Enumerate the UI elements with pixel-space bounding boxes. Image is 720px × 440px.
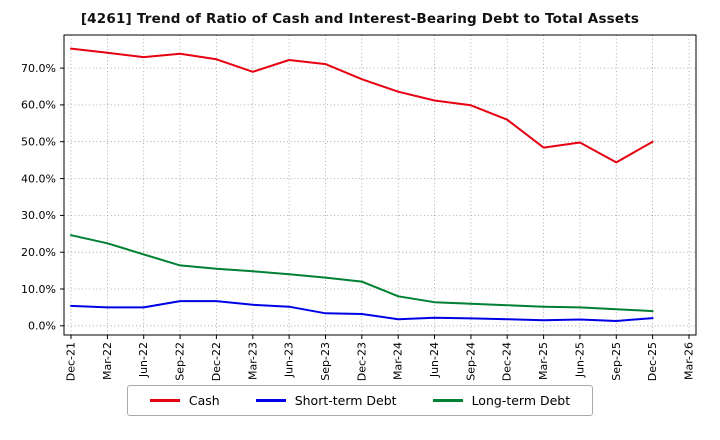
svg-text:50.0%: 50.0% (21, 136, 56, 149)
svg-text:0.0%: 0.0% (28, 320, 56, 333)
svg-text:Dec-23: Dec-23 (355, 342, 368, 381)
svg-text:Mar-26: Mar-26 (683, 342, 696, 380)
svg-text:Mar-25: Mar-25 (537, 342, 550, 380)
legend-line-long-term-debt-icon (432, 399, 463, 402)
legend-item-cash: Cash (149, 393, 220, 408)
svg-text:Dec-24: Dec-24 (501, 342, 514, 381)
legend-line-short-term-debt-icon (255, 399, 286, 402)
svg-text:10.0%: 10.0% (21, 283, 56, 296)
legend: Cash Short-term Debt Long-term Debt (0, 385, 720, 416)
svg-text:Sep-25: Sep-25 (610, 342, 623, 381)
legend-line-cash-icon (149, 399, 180, 402)
svg-text:30.0%: 30.0% (21, 209, 56, 222)
svg-text:Mar-23: Mar-23 (246, 342, 259, 380)
svg-text:Jun-24: Jun-24 (428, 342, 441, 378)
svg-text:Sep-22: Sep-22 (174, 342, 187, 381)
svg-text:Jun-23: Jun-23 (283, 342, 296, 378)
svg-text:Jun-22: Jun-22 (137, 342, 150, 378)
svg-text:40.0%: 40.0% (21, 172, 56, 185)
legend-box: Cash Short-term Debt Long-term Debt (126, 385, 594, 416)
svg-text:Dec-21: Dec-21 (65, 342, 78, 381)
svg-text:Mar-22: Mar-22 (101, 342, 114, 380)
svg-text:Dec-22: Dec-22 (210, 342, 223, 381)
svg-text:70.0%: 70.0% (21, 62, 56, 75)
svg-text:60.0%: 60.0% (21, 99, 56, 112)
legend-item-long-term-debt: Long-term Debt (432, 393, 571, 408)
svg-text:Dec-25: Dec-25 (646, 342, 659, 381)
svg-text:Jun-25: Jun-25 (573, 342, 586, 378)
legend-label-long-term-debt: Long-term Debt (471, 393, 571, 408)
legend-label-cash: Cash (188, 393, 220, 408)
legend-item-short-term-debt: Short-term Debt (255, 393, 397, 408)
svg-text:20.0%: 20.0% (21, 246, 56, 259)
legend-label-short-term-debt: Short-term Debt (294, 393, 397, 408)
chart-canvas: 0.0% 10.0% 20.0% 30.0% 40.0% 50.0% 60.0% 70.0% D… (21, 34, 697, 381)
svg-text:Sep-23: Sep-23 (319, 342, 332, 381)
svg-text:Sep-24: Sep-24 (464, 342, 477, 381)
svg-text:Mar-24: Mar-24 (392, 342, 405, 380)
chart-title: [4261] Trend of Ratio of Cash and Intere… (80, 11, 640, 27)
